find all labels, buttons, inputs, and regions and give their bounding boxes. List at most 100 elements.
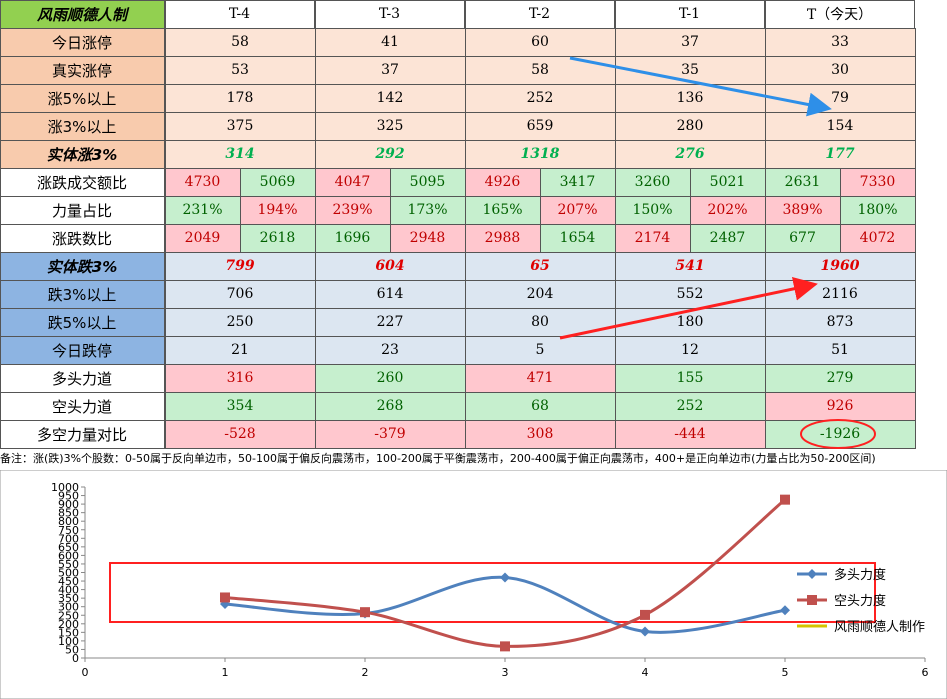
table-cell: -379 [314, 419, 466, 449]
y-tick-label: 950 [58, 490, 79, 503]
table-cell: 68 [464, 391, 616, 421]
marker [500, 641, 510, 652]
table-cell: 80 [464, 307, 616, 337]
y-tick-label: 450 [58, 575, 79, 588]
table-cell: 231% [164, 195, 241, 225]
table-cell: 37 [614, 27, 766, 57]
x-tick-label: 4 [642, 666, 649, 679]
table-cell: 37 [314, 55, 466, 85]
marker [780, 605, 790, 616]
table-cell: 2948 [389, 223, 466, 253]
table-cell: 5069 [239, 167, 316, 197]
table-cell: 涨跌成交额比 [0, 167, 165, 197]
table-cell: 4047 [314, 167, 391, 197]
table-cell: 276 [614, 139, 766, 169]
table-cell: 873 [764, 307, 916, 337]
table-cell: 2174 [614, 223, 691, 253]
table-cell: 316 [164, 363, 316, 393]
legend-marker [807, 569, 817, 579]
table-cell: 552 [614, 279, 766, 309]
table-cell: 2487 [689, 223, 766, 253]
highlight-box [109, 562, 876, 623]
note: 备注：涨(跌)3%个股数：0-50属于反向单边市，50-100属于偏反向震荡市，… [0, 452, 876, 465]
y-tick-label: 650 [58, 541, 79, 554]
table-cell: 614 [314, 279, 466, 309]
table-cell: 5 [464, 335, 616, 365]
marker [640, 609, 650, 620]
table-cell: 1696 [314, 223, 391, 253]
table-cell: 2049 [164, 223, 241, 253]
y-tick-label: 100 [58, 635, 79, 648]
table-cell: 136 [614, 83, 766, 113]
table-cell: 165% [464, 195, 541, 225]
y-tick-label: 400 [58, 584, 79, 597]
marker [360, 607, 370, 618]
marker [220, 598, 230, 609]
y-tick-label: 750 [58, 524, 79, 537]
table-cell: 706 [164, 279, 316, 309]
table-cell: 23 [314, 335, 466, 365]
table-cell: T-1 [614, 0, 765, 29]
table-cell: 314 [164, 139, 316, 169]
y-tick-label: 550 [58, 558, 79, 571]
chart: 0501001502002503003504004505005506006507… [0, 470, 947, 699]
table-cell: 35 [614, 55, 766, 85]
table-cell: 今日涨停 [0, 27, 165, 57]
table-cell: 41 [314, 27, 466, 57]
table-cell: 实体涨3% [0, 139, 165, 169]
table-cell: 471 [464, 363, 616, 393]
y-tick-label: 850 [58, 507, 79, 520]
table-cell: -1926 [764, 419, 916, 449]
table-cell: 5021 [689, 167, 766, 197]
table-cell: 真实涨停 [0, 55, 165, 85]
table-cell: 多空力量对比 [0, 419, 165, 449]
y-tick-label: 500 [58, 567, 79, 580]
table-cell: 65 [464, 251, 616, 281]
chart-frame [0, 470, 947, 699]
x-tick-label: 6 [922, 666, 929, 679]
table-cell: 4730 [164, 167, 241, 197]
table-cell: 2618 [239, 223, 316, 253]
table-cell: 178 [164, 83, 316, 113]
marker [640, 626, 650, 637]
y-tick-label: 250 [58, 609, 79, 622]
table-cell: 今日跌停 [0, 335, 165, 365]
table-cell: 1654 [539, 223, 616, 253]
table-cell: 2116 [764, 279, 916, 309]
table-cell: 177 [764, 139, 916, 169]
table-cell: 力量占比 [0, 195, 165, 225]
table-cell: 659 [464, 111, 616, 141]
table-cell: 541 [614, 251, 766, 281]
table-cell: 12 [614, 335, 766, 365]
table-cell: 风雨顺德人制 [0, 0, 165, 29]
table-cell: 30 [764, 55, 916, 85]
x-tick-label: 2 [362, 666, 369, 679]
y-tick-label: 300 [58, 601, 79, 614]
y-tick-label: 50 [65, 643, 79, 656]
table-cell: 跌3%以上 [0, 279, 165, 309]
table-cell: 4926 [464, 167, 541, 197]
marker [780, 494, 790, 505]
table-cell: T-3 [314, 0, 465, 29]
table-cell: 227 [314, 307, 466, 337]
table-cell: 280 [614, 111, 766, 141]
table-cell: 154 [764, 111, 916, 141]
table-cell: 389% [764, 195, 841, 225]
table-cell: 多头力道 [0, 363, 165, 393]
table-cell: 涨5%以上 [0, 83, 165, 113]
marker [220, 592, 230, 603]
y-tick-label: 700 [58, 532, 79, 545]
y-tick-label: 0 [72, 652, 79, 665]
x-tick-label: 1 [222, 666, 229, 679]
table-cell: 207% [539, 195, 616, 225]
table-cell: -528 [164, 419, 316, 449]
table-cell: 1960 [764, 251, 916, 281]
table-cell: 60 [464, 27, 616, 57]
legend-label: 风雨顺德人制作 [834, 620, 925, 635]
table-cell: 180 [614, 307, 766, 337]
table-cell: 375 [164, 111, 316, 141]
table-cell: 173% [389, 195, 466, 225]
x-tick-label: 3 [502, 666, 509, 679]
table-cell: T-2 [464, 0, 615, 29]
